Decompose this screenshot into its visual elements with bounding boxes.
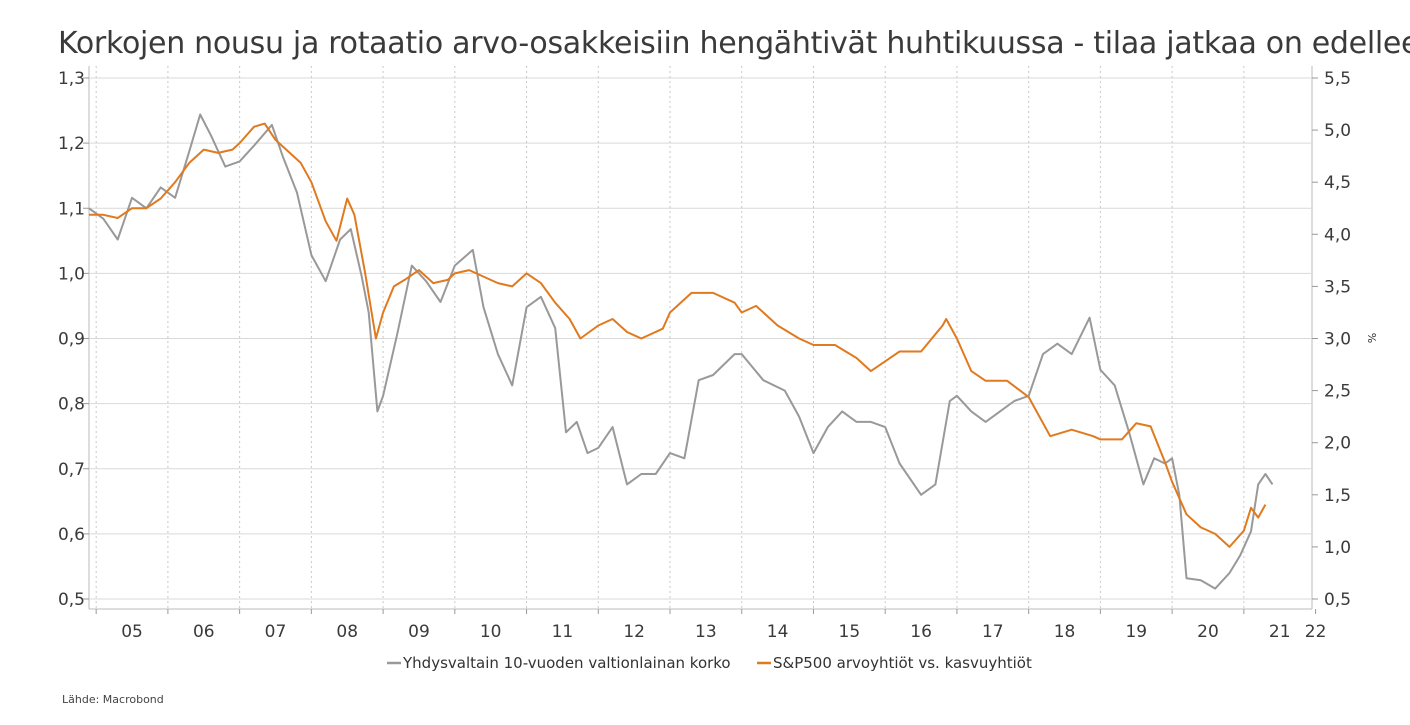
left-tick-label: 1,0 bbox=[58, 264, 85, 284]
x-tick-label: 19 bbox=[1125, 622, 1147, 642]
x-tick-label: 17 bbox=[982, 622, 1004, 642]
x-tick-label: 09 bbox=[408, 622, 430, 642]
x-tick-label: 08 bbox=[336, 622, 358, 642]
left-tick-label: 0,7 bbox=[58, 460, 85, 480]
x-tick-label: 13 bbox=[695, 622, 717, 642]
left-tick-label: 1,3 bbox=[58, 69, 85, 89]
right-tick-label: 0,5 bbox=[1324, 590, 1351, 610]
left-tick-label: 0,5 bbox=[58, 590, 85, 610]
right-tick-label: 2,0 bbox=[1324, 434, 1351, 454]
right-tick-label: 5,0 bbox=[1324, 121, 1351, 141]
left-tick-label: 0,9 bbox=[58, 330, 85, 350]
left-tick-label: 0,8 bbox=[58, 395, 85, 415]
x-tick-label: 11 bbox=[552, 622, 574, 642]
x-tick-label: 15 bbox=[839, 622, 861, 642]
x-tick-label: 21 bbox=[1269, 622, 1291, 642]
left-axis: 0,5 0,6 0,7 0,8 0,9 1,0 1,1 1,2 1,3 bbox=[58, 69, 89, 610]
x-tick-label: 10 bbox=[480, 622, 502, 642]
left-tick-label: 1,1 bbox=[58, 199, 85, 219]
series-lines bbox=[88, 113, 1274, 590]
right-axis-unit: % bbox=[1365, 333, 1378, 343]
right-tick-label: 3,0 bbox=[1324, 330, 1351, 350]
x-axis: 05 06 07 08 09 10 11 12 13 14 15 16 17 18 19 20 21 22 bbox=[95, 609, 1327, 642]
right-tick-label: 2,5 bbox=[1324, 382, 1351, 402]
series-line-yield bbox=[88, 113, 1274, 590]
x-tick-label: 07 bbox=[265, 622, 287, 642]
right-axis: 0,5 1,0 1,5 2,0 2,5 3,0 3,5 4,0 4,5 5,0 5,5% bbox=[1312, 69, 1378, 610]
grid-lines bbox=[88, 66, 1313, 610]
x-tick-label: 20 bbox=[1197, 622, 1219, 642]
legend-label: S&P500 arvoyhtiöt vs. kasvuyhtiöt bbox=[773, 654, 1032, 672]
right-tick-label: 5,5 bbox=[1324, 69, 1351, 89]
right-tick-label: 1,0 bbox=[1324, 538, 1351, 558]
series-line-value-vs-growth bbox=[89, 122, 1267, 548]
x-tick-label: 22 bbox=[1305, 622, 1327, 642]
left-tick-label: 0,6 bbox=[58, 525, 85, 545]
x-tick-label: 16 bbox=[910, 622, 932, 642]
x-tick-label: 14 bbox=[767, 622, 789, 642]
right-tick-label: 4,5 bbox=[1324, 173, 1351, 193]
right-tick-label: 3,5 bbox=[1324, 277, 1351, 297]
x-tick-label: 18 bbox=[1054, 622, 1076, 642]
chart-title: Korkojen nousu ja rotaatio arvo-osakkeis… bbox=[58, 26, 1410, 61]
x-tick-label: 12 bbox=[623, 622, 645, 642]
x-tick-label: 06 bbox=[193, 622, 215, 642]
x-tick-label: 05 bbox=[121, 622, 143, 642]
legend: Yhdysvaltain 10-vuoden valtionlainan kor… bbox=[387, 654, 1032, 672]
legend-label: Yhdysvaltain 10-vuoden valtionlainan kor… bbox=[402, 654, 731, 672]
left-tick-label: 1,2 bbox=[58, 134, 85, 154]
source-note: Lähde: Macrobond bbox=[62, 693, 164, 706]
right-tick-label: 4,0 bbox=[1324, 225, 1351, 245]
right-tick-label: 1,5 bbox=[1324, 486, 1351, 506]
